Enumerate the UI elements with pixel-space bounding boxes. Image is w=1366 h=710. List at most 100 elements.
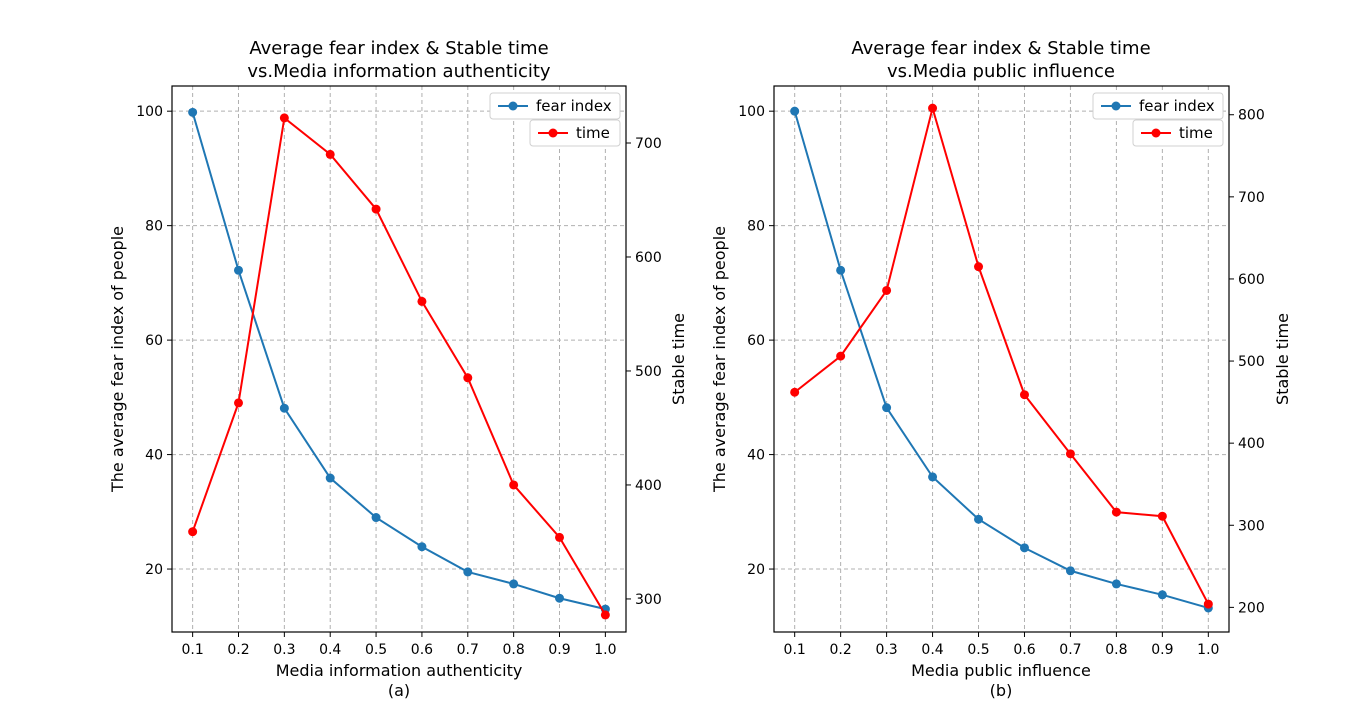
x-axis-label: Media public influence bbox=[911, 661, 1091, 680]
data-point bbox=[928, 472, 938, 482]
data-point bbox=[1203, 599, 1213, 609]
x-tick-label: 1.0 bbox=[594, 642, 616, 658]
data-point bbox=[928, 103, 938, 113]
y-left-tick-label: 100 bbox=[136, 104, 163, 120]
legend-marker bbox=[1151, 128, 1161, 138]
y-left-tick-label: 60 bbox=[747, 333, 765, 349]
legend-label: fear index bbox=[536, 97, 612, 115]
series-time bbox=[790, 103, 1213, 609]
data-point bbox=[836, 265, 846, 275]
legend-box bbox=[1092, 92, 1224, 120]
y-right-tick-label: 400 bbox=[1238, 436, 1265, 452]
y-axis-right-label: Stable time bbox=[1273, 313, 1292, 405]
series-fear-index bbox=[188, 107, 610, 614]
x-tick-label: 0.7 bbox=[1059, 642, 1081, 658]
legend-label: time bbox=[1179, 124, 1213, 142]
x-tick-label: 0.5 bbox=[365, 642, 387, 658]
chart-title: Average fear index & Stable time bbox=[851, 38, 1150, 59]
x-tick-label: 0.7 bbox=[457, 642, 479, 658]
x-tick-label: 0.3 bbox=[273, 642, 295, 658]
data-point bbox=[463, 567, 473, 577]
legend-label: time bbox=[576, 124, 610, 142]
y-left-tick-label: 40 bbox=[145, 448, 163, 464]
legend-box bbox=[529, 119, 621, 147]
panel-label: (b) bbox=[990, 681, 1013, 700]
data-point bbox=[790, 106, 800, 116]
data-point bbox=[600, 610, 610, 620]
series-fear-index bbox=[790, 106, 1213, 613]
data-point bbox=[882, 285, 892, 295]
legend: fear index time bbox=[489, 92, 621, 147]
plot-frame bbox=[773, 85, 1230, 633]
x-tick-label: 0.8 bbox=[503, 642, 525, 658]
data-point bbox=[509, 579, 519, 589]
y-left-tick-label: 20 bbox=[145, 562, 163, 578]
data-point bbox=[555, 532, 565, 542]
x-tick-label: 0.9 bbox=[1151, 642, 1173, 658]
series-line bbox=[793, 110, 1209, 609]
chart-panel-b: Average fear index & Stable time vs.Medi… bbox=[710, 38, 1292, 700]
y-right-tick-label: 300 bbox=[1238, 518, 1265, 534]
chart-panel-a: Average fear index & Stable time vs.Medi… bbox=[108, 38, 688, 700]
data-point bbox=[233, 265, 243, 275]
x-tick-label: 0.4 bbox=[921, 642, 943, 658]
x-tick-label: 0.6 bbox=[1013, 642, 1035, 658]
data-point bbox=[1157, 511, 1167, 521]
legend-marker bbox=[1111, 101, 1121, 111]
data-point bbox=[371, 204, 381, 214]
legend: fear index time bbox=[1092, 92, 1224, 147]
plot-frame bbox=[171, 85, 627, 633]
data-point bbox=[325, 473, 335, 483]
grid bbox=[172, 86, 626, 632]
y-axis-left-label: The average fear index of people bbox=[710, 226, 729, 493]
series-line bbox=[794, 104, 1210, 605]
series-line bbox=[191, 112, 606, 611]
chart-subtitle: vs.Media public influence bbox=[887, 61, 1115, 82]
x-tick-label: 0.3 bbox=[875, 642, 897, 658]
y-axis-left-label: The average fear index of people bbox=[108, 226, 127, 493]
y-left-tick-label: 60 bbox=[145, 333, 163, 349]
y-right-tick-label: 600 bbox=[1238, 272, 1265, 288]
data-point bbox=[974, 262, 984, 272]
x-tick-label: 0.8 bbox=[1105, 642, 1127, 658]
data-point bbox=[509, 480, 519, 490]
data-point bbox=[463, 373, 473, 383]
data-point bbox=[1065, 566, 1075, 576]
y-left-tick-label: 80 bbox=[747, 219, 765, 235]
data-point bbox=[882, 403, 892, 413]
data-point bbox=[188, 107, 198, 117]
x-tick-label: 0.4 bbox=[319, 642, 341, 658]
data-point bbox=[279, 403, 289, 413]
y-right-tick-label: 400 bbox=[635, 478, 662, 494]
y-right-tick-label: 700 bbox=[1238, 190, 1265, 206]
x-tick-label: 0.1 bbox=[784, 642, 806, 658]
panel-label: (a) bbox=[388, 681, 410, 700]
data-point bbox=[1065, 449, 1075, 459]
data-point bbox=[1019, 543, 1029, 553]
x-tick-label: 0.2 bbox=[830, 642, 852, 658]
data-point bbox=[279, 113, 289, 123]
legend-marker bbox=[548, 128, 558, 138]
series-time bbox=[188, 113, 610, 620]
y-right-tick-label: 600 bbox=[635, 250, 662, 266]
y-axis-right-label: Stable time bbox=[669, 313, 688, 405]
data-point bbox=[790, 387, 800, 397]
x-tick-label: 0.1 bbox=[182, 642, 204, 658]
legend-marker bbox=[508, 101, 518, 111]
x-tick-label: 1.0 bbox=[1197, 642, 1219, 658]
data-point bbox=[188, 527, 198, 537]
y-right-tick-label: 800 bbox=[1238, 108, 1265, 124]
x-tick-label: 0.2 bbox=[227, 642, 249, 658]
data-point bbox=[1157, 590, 1167, 600]
y-right-tick-label: 300 bbox=[635, 592, 662, 608]
data-point bbox=[417, 542, 427, 552]
legend-box bbox=[489, 92, 621, 120]
data-point bbox=[1019, 390, 1029, 400]
data-point bbox=[1111, 507, 1121, 517]
series-line bbox=[191, 116, 607, 616]
y-right-tick-label: 500 bbox=[1238, 354, 1265, 370]
x-tick-label: 0.5 bbox=[967, 642, 989, 658]
legend-label: fear index bbox=[1139, 97, 1215, 115]
x-axis-label: Media information authenticity bbox=[276, 661, 523, 680]
